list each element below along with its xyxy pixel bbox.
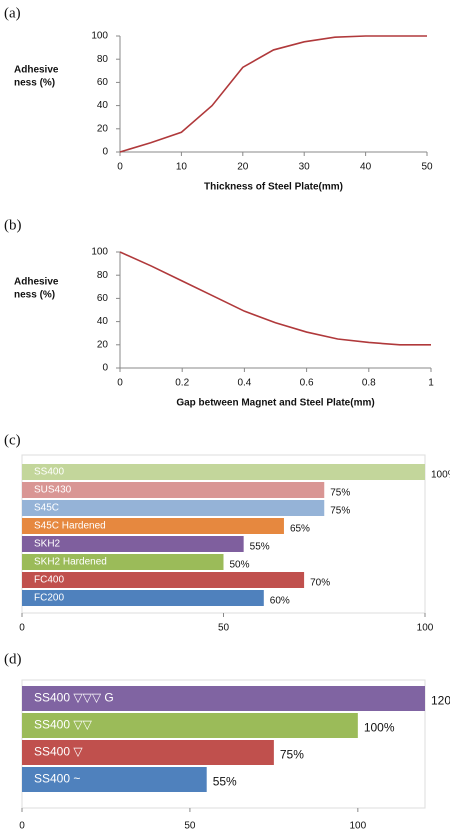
value-label: 50%: [230, 560, 250, 571]
bar: [22, 482, 325, 498]
x-tick-label: 0: [117, 378, 123, 389]
y-tick-label: 80: [97, 270, 109, 281]
x-tick-label: 20: [237, 162, 249, 173]
y-tick-label: 60: [97, 293, 109, 304]
bar-category-label: S45C Hardened: [34, 521, 106, 532]
bar-category-label: SKH2 Hardened: [34, 557, 107, 568]
bar-category-label: SS400: [34, 467, 64, 478]
y-tick-label: 40: [97, 100, 109, 111]
value-label: 65%: [290, 524, 310, 535]
x-tick-label: 50: [421, 162, 433, 173]
bar-category-label: SS400 ▽▽: [34, 718, 93, 732]
x-tick-label: 0.6: [300, 378, 314, 389]
x-tick-label: 0.4: [237, 378, 251, 389]
bar: [22, 686, 425, 711]
y-tick-label: 0: [102, 363, 108, 374]
panel-label: (b): [4, 217, 22, 233]
y-tick-label: 20: [97, 123, 109, 134]
x-tick-label: 0.8: [362, 378, 376, 389]
x-tick-label: 30: [299, 162, 311, 173]
value-label: 120%: [431, 694, 450, 708]
bar-category-label: S45C: [34, 503, 59, 514]
x-axis-label: Thickness of Steel Plate(mm): [204, 182, 343, 193]
value-label: 60%: [270, 596, 290, 607]
bar-category-label: SKH2: [34, 539, 61, 550]
x-tick-label: 0.2: [175, 378, 189, 389]
bar-category-label: SUS430: [34, 485, 72, 496]
x-tick-label: 1: [428, 378, 434, 389]
data-line: [119, 35, 427, 153]
y-tick-label: 100: [91, 31, 108, 42]
x-tick-label: 100: [417, 623, 434, 634]
x-tick-label: 100: [349, 821, 366, 832]
y-axis-label: Adhesive: [14, 277, 59, 288]
y-tick-label: 60: [97, 77, 109, 88]
panel-label: (d): [4, 651, 22, 667]
x-tick-label: 50: [184, 821, 196, 832]
y-tick-label: 20: [97, 339, 109, 350]
y-axis-label: Adhesive: [14, 65, 59, 76]
value-label: 75%: [330, 488, 350, 499]
value-label: 100%: [364, 721, 395, 735]
bar: [22, 518, 284, 534]
value-label: 75%: [280, 748, 304, 762]
bar-category-label: SS400 ~: [34, 772, 80, 786]
bar: [22, 767, 207, 792]
y-axis-label: ness (%): [14, 78, 55, 89]
y-axis-label: ness (%): [14, 290, 55, 301]
y-tick-label: 40: [97, 316, 109, 327]
x-tick-label: 0: [19, 821, 25, 832]
x-tick-label: 40: [360, 162, 372, 173]
bar-category-label: SS400 ▽▽▽ G: [34, 691, 114, 705]
value-label: 55%: [213, 775, 237, 789]
data-line: [119, 251, 431, 346]
value-label: 100%: [431, 470, 450, 481]
bar-category-label: FC400: [34, 575, 64, 586]
value-label: 55%: [250, 542, 270, 553]
value-label: 75%: [330, 506, 350, 517]
bar: [22, 464, 425, 480]
bar: [22, 713, 358, 738]
y-tick-label: 80: [97, 54, 109, 65]
bar-category-label: FC200: [34, 593, 64, 604]
bar: [22, 536, 244, 552]
bar: [22, 740, 274, 765]
x-axis-label: Gap between Magnet and Steel Plate(mm): [176, 398, 374, 409]
bar: [22, 500, 325, 516]
y-tick-label: 100: [91, 247, 108, 258]
panel-label: (c): [4, 432, 21, 448]
x-tick-label: 0: [19, 623, 25, 634]
value-label: 70%: [310, 578, 330, 589]
x-tick-label: 0: [117, 162, 123, 173]
bar: [22, 572, 305, 588]
y-tick-label: 0: [102, 147, 108, 158]
x-tick-label: 10: [176, 162, 188, 173]
bar: [22, 554, 224, 570]
panel-label: (a): [4, 5, 21, 21]
x-tick-label: 50: [218, 623, 230, 634]
bar: [22, 590, 264, 606]
bar-category-label: SS400 ▽: [34, 745, 83, 759]
